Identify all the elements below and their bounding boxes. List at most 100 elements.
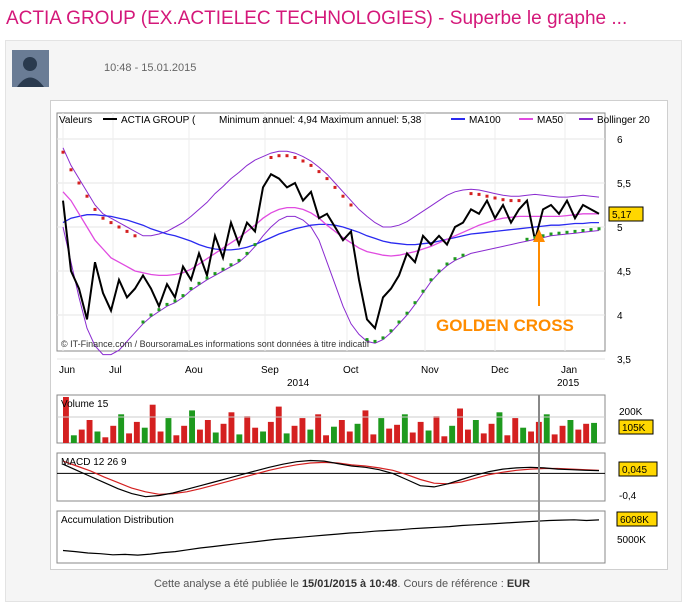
volume-bar [346, 431, 353, 443]
macd-line [62, 459, 600, 498]
psar-dot [589, 228, 593, 232]
psar-dot [157, 308, 161, 312]
volume-bar [236, 434, 243, 443]
post-timestamp: 10:48 - 15.01.2015 [104, 62, 197, 74]
macd-plot-frame [56, 452, 606, 502]
legend: Valeurs ACTIA GROUP ( Minimum annuel: 4,… [59, 115, 650, 126]
psar-dot [597, 227, 601, 231]
volume-bar [149, 404, 156, 443]
volume-bar [141, 427, 148, 443]
footer-prefix: Cette analyse a été publiée le [153, 578, 302, 590]
volume-bar [386, 428, 393, 443]
psar-dot [277, 154, 281, 158]
volume-bar [323, 435, 329, 443]
main-y-tick-label: 3,5 [617, 355, 631, 366]
volume-bar [433, 416, 440, 443]
volume-bar [425, 430, 432, 443]
volume-bar [543, 414, 550, 444]
volume-bar [480, 433, 487, 443]
volume-bar [94, 431, 101, 443]
footer-note: Cette analyse a été publiée le 15/01/201… [0, 578, 684, 590]
volume-bar [102, 437, 109, 444]
psar-dot [525, 237, 529, 241]
legend-minmax: Minimum annuel: 4,94 Maximum annuel: 5,3… [219, 115, 422, 126]
psar-dot [549, 232, 553, 236]
psar-dot [317, 170, 321, 174]
accdist-title: Accumulation Distribution [61, 515, 174, 526]
price-line [62, 172, 600, 331]
psar-dot [477, 192, 481, 196]
volume-bar [307, 429, 314, 443]
psar-dot [397, 320, 401, 324]
main-y-tick-label: 4 [617, 311, 623, 322]
volume-bar [220, 423, 227, 443]
psar-dot [93, 207, 97, 211]
main-y-tick-label: 5,5 [617, 179, 631, 190]
psar-dot [301, 159, 305, 163]
psar-dot [413, 301, 417, 305]
volume-bar [110, 425, 117, 444]
volume-bar [63, 397, 69, 443]
volume-bar [409, 432, 416, 443]
psar-dot [229, 263, 233, 267]
psar-dot [269, 156, 273, 159]
psar-dot [285, 154, 289, 158]
psar-dot [325, 177, 329, 181]
psar-dot [461, 253, 465, 257]
x-month-label: Aou [185, 365, 203, 376]
volume-bar [291, 425, 298, 444]
footer-date: 15/01/2015 à 10:48 [301, 578, 398, 590]
psar-dot [221, 267, 225, 271]
psar-dot [541, 234, 545, 238]
volume-bar [338, 420, 345, 443]
ma100-line [62, 214, 599, 251]
psar-dot [141, 320, 145, 324]
macd-lines [57, 459, 605, 498]
avatar[interactable] [12, 50, 49, 87]
psar-dot [421, 289, 425, 293]
volume-bar [299, 418, 306, 443]
psar-dot [533, 236, 537, 240]
macd-last-box [618, 461, 658, 477]
psar-dot [429, 278, 433, 282]
source-note: © IT-Finance.com / BoursoramaLes informa… [61, 339, 370, 349]
footer-currency: EUR [506, 578, 531, 590]
golden-cross-arrow-head [533, 229, 545, 242]
main-y-tick-label: 4,5 [617, 267, 631, 278]
psar-dot [309, 163, 313, 167]
volume-bar [118, 414, 125, 444]
legend-valeurs: Valeurs [59, 115, 92, 126]
main-plot-frame [56, 112, 606, 352]
psar-dot [437, 269, 441, 273]
golden-cross-annotation: GOLDEN CROSS [436, 229, 574, 335]
psar-dot [133, 234, 137, 238]
last-value-tag: 5,17 [608, 206, 644, 222]
volume-bar [378, 418, 385, 443]
volume-bar [567, 420, 574, 443]
last-value-box [608, 206, 644, 222]
volume-bar [370, 434, 377, 443]
volume-bar [157, 431, 164, 443]
volume-bar [275, 406, 282, 443]
volume-bar [126, 433, 132, 443]
bollinger-upper-line [62, 147, 600, 237]
footer-middle: . Cours de référence : [397, 578, 507, 590]
legend-bollinger: Bollinger 20 [597, 115, 650, 126]
chart-svg: Valeurs ACTIA GROUP ( Minimum annuel: 4,… [56, 112, 658, 564]
psar-dot [237, 258, 241, 262]
volume-bar [252, 427, 259, 443]
psar-dot [197, 281, 201, 285]
macd-last-text: 0,045 [622, 465, 647, 476]
volume-bar [173, 435, 180, 443]
x-year-label: 2015 [557, 378, 580, 389]
volume-bar [70, 435, 77, 443]
psar-dot [149, 313, 153, 317]
psar-dot [493, 196, 497, 200]
psar-dot [573, 229, 577, 233]
psar-dot [85, 194, 89, 198]
psar-dot [109, 221, 113, 225]
x-month-label: Sep [261, 365, 279, 376]
volume-bar [267, 421, 274, 443]
volume-bar [165, 418, 172, 443]
psar-dot [181, 294, 185, 298]
